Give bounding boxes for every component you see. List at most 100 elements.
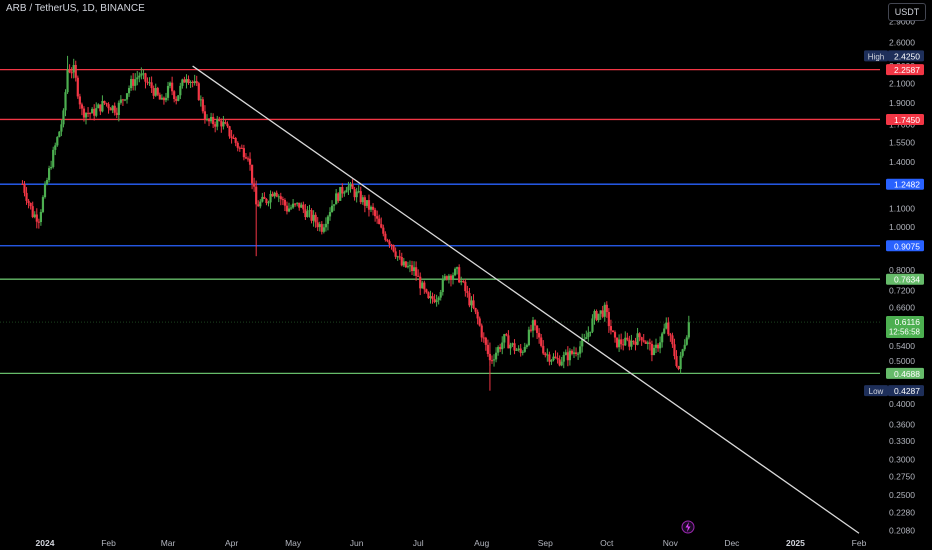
y-tick-label: 0.5000 — [889, 356, 915, 366]
candle-body — [687, 322, 690, 338]
candle-body — [406, 266, 410, 268]
candle-body — [591, 318, 594, 332]
y-tick-label: 0.3000 — [889, 455, 915, 465]
candle-body — [408, 265, 412, 267]
last-price-bg — [886, 316, 924, 339]
candle-body — [300, 204, 303, 208]
candle-body — [218, 119, 221, 121]
candle-body — [648, 342, 651, 344]
candle-body — [86, 112, 90, 114]
candle-body — [363, 197, 366, 206]
trendline[interactable] — [192, 65, 860, 534]
candle-body — [482, 337, 485, 339]
candle-body — [232, 137, 235, 139]
candle-body — [257, 204, 260, 207]
candle-body — [357, 191, 360, 193]
candle-body — [462, 281, 465, 283]
candle-body — [589, 331, 592, 333]
candle-body — [166, 85, 170, 98]
candle-body — [164, 97, 168, 101]
candle-body — [378, 218, 381, 225]
candle-body — [35, 214, 38, 222]
candle-body — [82, 108, 86, 118]
candle-body — [37, 221, 40, 223]
candle-body — [314, 214, 317, 223]
candle-body — [273, 192, 276, 197]
candle-body — [52, 149, 55, 167]
candle-body — [380, 224, 383, 228]
candle-body — [683, 344, 686, 350]
x-tick-label: Mar — [161, 538, 176, 548]
candle-body — [136, 77, 139, 80]
candle-body — [43, 184, 47, 198]
candle-body — [550, 360, 553, 362]
x-tick-label: Aug — [474, 538, 489, 548]
candle-body — [433, 299, 436, 303]
candle-body — [291, 203, 295, 208]
candle-body — [632, 340, 635, 342]
candle-body — [456, 267, 459, 269]
candle-body — [140, 73, 143, 76]
candle-body — [197, 83, 200, 100]
y-tick-label: 0.2500 — [889, 490, 915, 500]
candle-body — [125, 93, 129, 100]
candle-body — [570, 350, 574, 354]
candle-body — [470, 300, 473, 306]
level-label: 1.7450 — [894, 115, 920, 125]
y-tick-label: 0.2080 — [889, 525, 915, 535]
candle-body — [404, 261, 407, 268]
candle-body — [191, 81, 194, 83]
candle-body — [384, 233, 387, 240]
candle-body — [146, 81, 149, 83]
candle-body — [322, 227, 325, 232]
candle-body — [226, 123, 229, 127]
candle-body — [579, 346, 582, 354]
candle-body — [642, 340, 645, 342]
candle-body — [644, 341, 647, 344]
candle-body — [640, 337, 643, 341]
candle-body — [343, 192, 346, 194]
candle-body — [417, 275, 420, 277]
candle-body — [607, 312, 610, 327]
candle-body — [445, 276, 448, 280]
y-tick-label: 0.6600 — [889, 302, 915, 312]
candle-body — [410, 265, 414, 272]
y-tick-label: 0.5400 — [889, 341, 915, 351]
candle-body — [492, 359, 496, 361]
candle-body — [195, 81, 198, 84]
candle-body — [359, 191, 362, 203]
high-value: 2.4250 — [894, 51, 920, 61]
candle-body — [460, 281, 463, 283]
candle-body — [97, 104, 100, 109]
candle-body — [525, 345, 528, 348]
candle-body — [277, 196, 280, 198]
candle-body — [68, 69, 71, 73]
x-tick-label: 2024 — [36, 538, 55, 548]
candle-body — [240, 147, 243, 149]
candle-body — [474, 307, 477, 312]
candle-body — [93, 108, 96, 116]
candle-body — [611, 330, 615, 333]
candle-body — [665, 322, 668, 329]
candle-body — [671, 335, 674, 345]
candle-body — [351, 184, 354, 190]
candle-body — [544, 353, 547, 356]
candle-body — [443, 276, 446, 279]
candle-body — [628, 339, 631, 347]
candle-body — [105, 103, 108, 105]
candle-body — [41, 197, 45, 212]
candle-body — [306, 211, 309, 218]
candle-body — [281, 199, 284, 201]
candle-body — [242, 148, 245, 158]
y-tick-label: 0.8000 — [889, 265, 915, 275]
candle-body — [650, 343, 654, 356]
y-tick-label: 2.6000 — [889, 37, 915, 47]
candle-body — [216, 119, 219, 127]
candle-body — [80, 104, 84, 109]
currency-button[interactable]: USDT — [888, 3, 926, 21]
candle-body — [330, 205, 334, 213]
candle-body — [425, 289, 428, 293]
candle-body — [205, 118, 209, 120]
candle-body — [283, 199, 286, 206]
